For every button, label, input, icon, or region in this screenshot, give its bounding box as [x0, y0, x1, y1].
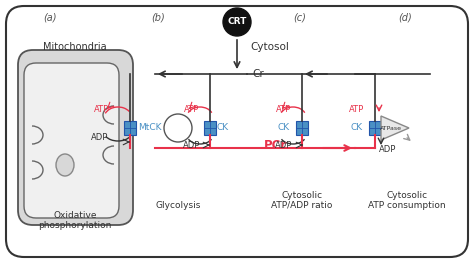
Text: Mitochondria: Mitochondria: [43, 42, 107, 52]
Text: MtCK: MtCK: [138, 124, 162, 133]
FancyBboxPatch shape: [24, 63, 119, 218]
FancyBboxPatch shape: [6, 6, 468, 257]
Text: (c): (c): [293, 12, 306, 22]
Text: Cytosol: Cytosol: [251, 42, 290, 52]
Text: Oxidative
phosphorylation: Oxidative phosphorylation: [38, 211, 112, 230]
FancyBboxPatch shape: [18, 50, 133, 225]
Text: Cytosolic
ATP/ADP ratio: Cytosolic ATP/ADP ratio: [271, 191, 333, 210]
Text: PCr: PCr: [264, 139, 288, 152]
Text: Cr: Cr: [252, 69, 264, 79]
Text: (d): (d): [398, 12, 412, 22]
Text: ATP: ATP: [94, 105, 109, 114]
Text: CRT: CRT: [228, 18, 246, 27]
Text: ADP: ADP: [91, 134, 109, 143]
FancyBboxPatch shape: [124, 121, 136, 135]
Text: CK: CK: [278, 124, 290, 133]
Text: ATPase: ATPase: [380, 125, 402, 130]
Text: CK: CK: [351, 124, 363, 133]
Ellipse shape: [56, 154, 74, 176]
Text: ATP: ATP: [184, 105, 200, 114]
Text: Cytosolic
ATP consumption: Cytosolic ATP consumption: [368, 191, 446, 210]
Text: ADP: ADP: [275, 140, 292, 149]
Text: ATP: ATP: [349, 105, 365, 114]
Text: CK: CK: [217, 124, 229, 133]
Circle shape: [164, 114, 192, 142]
Text: (a): (a): [43, 12, 57, 22]
FancyBboxPatch shape: [204, 121, 216, 135]
Text: ADP: ADP: [379, 145, 397, 154]
Text: (b): (b): [151, 12, 165, 22]
Text: ATP: ATP: [276, 105, 292, 114]
FancyBboxPatch shape: [369, 121, 381, 135]
Polygon shape: [381, 116, 409, 140]
Circle shape: [223, 8, 251, 36]
FancyBboxPatch shape: [296, 121, 308, 135]
Text: ADP: ADP: [183, 140, 201, 149]
Text: Glycolysis: Glycolysis: [155, 201, 201, 210]
